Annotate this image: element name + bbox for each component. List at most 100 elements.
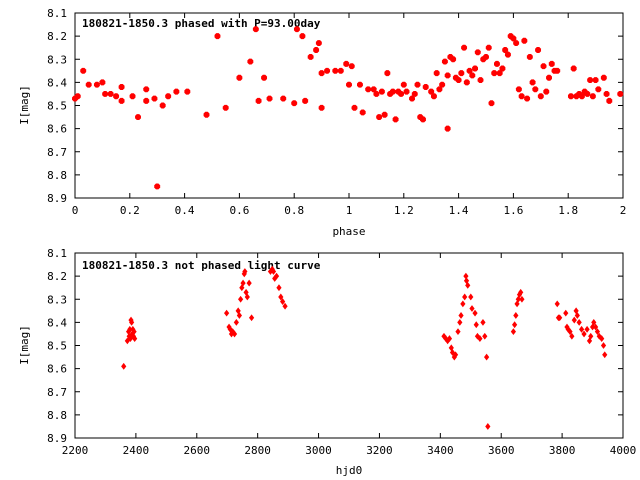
phased-data-point [129, 93, 136, 100]
unphased-x-ticks: 2200 2400 2600 2800 3000 3200 3400 3600 3800 4000 [62, 253, 636, 457]
unphased-x-axis-label: hjd0 [336, 464, 363, 477]
phased-x-ticks: 0 0.2 0.4 0.6 0.8 1 1.2 1.4 1.6 1.8 2 [72, 13, 626, 217]
unphased-data-point [574, 312, 580, 319]
phased-data-point [118, 84, 125, 90]
unphased-data-point [282, 302, 288, 310]
unphased-data-point [473, 321, 479, 329]
phased-data-point [252, 26, 259, 33]
unphased-y-tick-label: 8.2 [47, 270, 67, 283]
unphased-data-point [272, 275, 278, 282]
phased-data-point [535, 47, 542, 53]
phased-data-point [450, 56, 457, 63]
unphased-data-point [557, 314, 563, 322]
unphased-data-point [131, 328, 137, 336]
unphased-data-point [129, 330, 135, 338]
phased-data-point [430, 93, 437, 100]
phased-data-point [398, 90, 405, 97]
unphased-data-point [238, 295, 244, 303]
phased-data-point [463, 79, 470, 86]
phased-data-point [513, 40, 520, 47]
phased-y-tick-label: 8.9 [47, 192, 67, 205]
unphased-data-point [563, 309, 569, 317]
phased-data-point [324, 67, 331, 74]
phased-data-point [266, 95, 273, 102]
phased-data-point [143, 86, 150, 93]
phased-data-point [118, 97, 125, 104]
unphased-y-tick-label: 8.7 [47, 386, 67, 399]
unphased-data-point [584, 325, 590, 333]
unphased-data-point [482, 332, 488, 340]
unphased-data-point [567, 328, 573, 336]
unphased-data-point [441, 332, 447, 340]
phased-data-point [491, 70, 498, 77]
unphased-data-point [127, 335, 134, 342]
phased-data-point [337, 67, 344, 74]
unphased-data-point [468, 293, 474, 301]
phased-x-tick-label: 1.4 [449, 204, 469, 217]
unphased-data-point [267, 268, 274, 275]
unphased-data-point [446, 335, 453, 342]
phased-data-point [526, 53, 533, 60]
phased-data-point [587, 77, 594, 84]
phased-data-point [567, 93, 574, 100]
phased-data-point [378, 88, 385, 95]
phased-data-point [532, 86, 539, 93]
unphased-data-point [270, 268, 277, 275]
phased-data-point [504, 51, 511, 58]
phased-data-point [469, 72, 476, 79]
unphased-data-point [248, 314, 255, 322]
phased-data-point [461, 44, 468, 51]
phased-data-point [518, 93, 525, 100]
phased-data-point [592, 77, 599, 84]
phased-data-point [74, 93, 81, 100]
phased-data-point [293, 26, 300, 33]
unphased-data-point [518, 288, 524, 296]
unphased-data-point [565, 325, 571, 333]
phased-data-point [214, 33, 221, 40]
unphased-data-point [578, 325, 585, 333]
phased-data-point [441, 58, 448, 65]
phased-data-point [332, 67, 339, 74]
phased-data-point [359, 109, 366, 116]
phased-data-point [370, 86, 377, 93]
unphased-data-point [569, 332, 575, 340]
phased-data-point [373, 90, 380, 97]
unphased-y-tick-label: 8.3 [47, 293, 67, 306]
phased-data-point [428, 88, 435, 95]
unphased-y-ticks: 8.1 8.2 8.3 8.4 8.5 8.6 8.7 8.8 8.9 [47, 247, 623, 445]
unphased-data-point [554, 300, 560, 308]
phased-data-point [302, 97, 309, 104]
unphased-data-point [226, 323, 232, 331]
phased-data-point [247, 58, 254, 65]
phased-data-point [472, 65, 478, 72]
unphased-data-point [231, 330, 238, 338]
phased-data-point [184, 88, 191, 95]
unphased-data-point [244, 293, 250, 301]
phased-data-point [458, 70, 465, 77]
unphased-data-point [516, 291, 523, 299]
unphased-chart: 180821-1850.3 not phased light curve hjd… [18, 247, 636, 477]
unphased-data-point [126, 332, 132, 340]
phased-data-point [502, 47, 509, 53]
unphased-data-point [510, 328, 516, 336]
phased-data-point [483, 53, 489, 60]
phased-data-point [351, 104, 358, 111]
phased-data-point [606, 97, 613, 104]
unphased-data-point [243, 288, 249, 296]
unphased-data-point [132, 335, 138, 342]
phased-data-point [313, 47, 320, 53]
phased-data-point [578, 93, 585, 100]
unphased-data-point [472, 309, 478, 317]
unphased-y-tick-label: 8.4 [47, 316, 67, 329]
phased-data-point [135, 114, 141, 121]
phased-data-point [515, 86, 522, 93]
unphased-data-point [519, 295, 525, 303]
phased-plot-frame [74, 12, 624, 199]
unphased-data-point [227, 325, 233, 333]
phased-y-tick-label: 8.4 [47, 76, 67, 89]
unphased-data-point [239, 284, 245, 292]
phased-data-point [584, 90, 591, 97]
phased-data-point [376, 114, 383, 121]
phased-y-tick-label: 8.2 [47, 30, 67, 43]
unphased-x-tick-label: 2400 [123, 444, 150, 457]
